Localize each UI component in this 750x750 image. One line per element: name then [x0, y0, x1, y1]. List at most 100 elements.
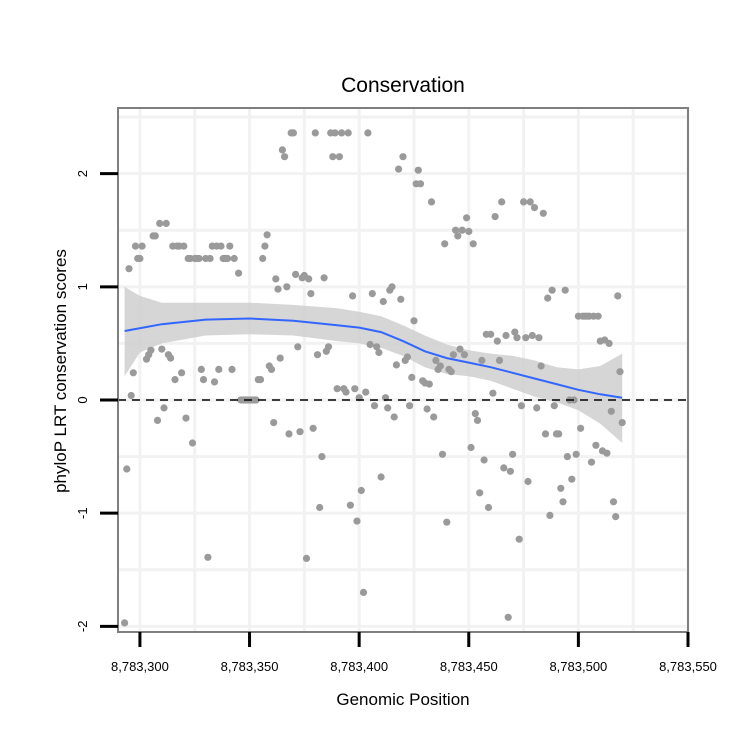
data-point	[447, 368, 455, 376]
data-point	[487, 330, 495, 338]
data-point	[162, 219, 170, 227]
data-point	[270, 419, 278, 427]
data-point	[587, 458, 596, 466]
y-axis: -2 -1 0 1 2	[75, 170, 118, 632]
data-point	[406, 402, 414, 410]
data-point	[550, 402, 558, 410]
data-point	[539, 209, 547, 217]
y-axis-label: phyloP LRT conservation scores	[51, 249, 70, 493]
data-point	[274, 285, 282, 293]
data-point	[436, 362, 444, 370]
data-point	[423, 405, 431, 413]
data-point	[395, 165, 403, 173]
data-point	[329, 153, 337, 161]
data-point	[443, 518, 451, 526]
data-point	[204, 553, 212, 561]
data-point	[577, 424, 585, 432]
data-point	[158, 345, 166, 353]
data-point	[493, 337, 501, 345]
data-point	[153, 416, 162, 424]
data-point	[484, 503, 493, 512]
data-point	[408, 373, 416, 381]
data-point	[272, 275, 280, 283]
data-point	[311, 129, 319, 137]
data-point	[616, 368, 624, 376]
x-tick-label: 8,783,300	[111, 659, 169, 674]
x-axis: 8,783,300 8,783,350 8,783,400 8,783,450 8,78…	[111, 632, 717, 674]
data-point	[452, 226, 460, 234]
data-point	[607, 407, 615, 415]
data-point	[390, 413, 398, 421]
x-axis-label: Genomic Position	[336, 690, 469, 709]
data-point	[530, 204, 539, 212]
plot-frame	[117, 107, 689, 633]
data-point	[305, 275, 313, 283]
data-point	[432, 356, 440, 364]
data-point	[151, 232, 159, 240]
data-point	[425, 380, 433, 388]
data-point	[609, 498, 618, 506]
data-point	[353, 517, 361, 525]
data-point	[384, 404, 392, 412]
data-point	[498, 198, 506, 206]
y-tick-label: -1	[75, 507, 90, 519]
data-point	[465, 227, 473, 235]
data-point	[614, 292, 622, 300]
data-point	[449, 351, 457, 359]
data-point	[199, 376, 208, 384]
data-point	[217, 242, 225, 250]
data-point	[513, 334, 521, 342]
data-point	[285, 430, 293, 438]
data-point	[359, 588, 368, 597]
data-point	[309, 424, 317, 432]
data-point	[267, 365, 276, 373]
data-point	[373, 343, 381, 351]
data-point	[292, 270, 300, 278]
data-point	[224, 254, 232, 263]
data-point	[478, 356, 486, 364]
data-point	[320, 274, 328, 282]
y-tick-label: 1	[75, 283, 90, 290]
data-point	[500, 464, 508, 472]
chart-title: Conservation	[341, 74, 465, 97]
data-point	[438, 450, 447, 458]
data-point	[537, 362, 545, 370]
data-point	[296, 428, 304, 436]
data-point	[480, 456, 488, 464]
data-point	[388, 283, 396, 291]
data-point	[178, 369, 186, 377]
data-point	[605, 339, 613, 347]
data-point	[342, 388, 350, 396]
x-tick-label: 8,783,450	[440, 659, 498, 674]
data-point	[392, 361, 400, 369]
data-point	[226, 242, 234, 250]
data-point	[215, 365, 223, 373]
data-point	[252, 396, 260, 404]
data-point	[167, 354, 175, 362]
data-point	[502, 331, 510, 340]
data-point	[524, 477, 532, 486]
data-point	[526, 198, 534, 206]
data-point	[544, 294, 552, 302]
data-point	[594, 312, 602, 320]
data-point	[476, 489, 484, 497]
data-point	[331, 129, 339, 137]
y-tick-label: -2	[75, 621, 90, 633]
x-tick-label: 8,783,500	[549, 659, 607, 674]
data-point	[147, 346, 155, 354]
data-point	[278, 146, 286, 154]
data-point	[458, 226, 466, 234]
data-point	[508, 450, 517, 458]
data-point	[256, 376, 265, 384]
x-tick-label: 8,783,350	[221, 659, 279, 674]
data-point	[511, 328, 519, 336]
data-point	[563, 453, 572, 461]
data-point	[324, 343, 333, 351]
data-point	[504, 613, 512, 621]
data-point	[283, 283, 291, 291]
data-point	[188, 439, 197, 447]
data-point	[338, 129, 346, 137]
data-point	[263, 231, 271, 239]
data-point	[182, 414, 190, 422]
data-point	[520, 198, 528, 206]
